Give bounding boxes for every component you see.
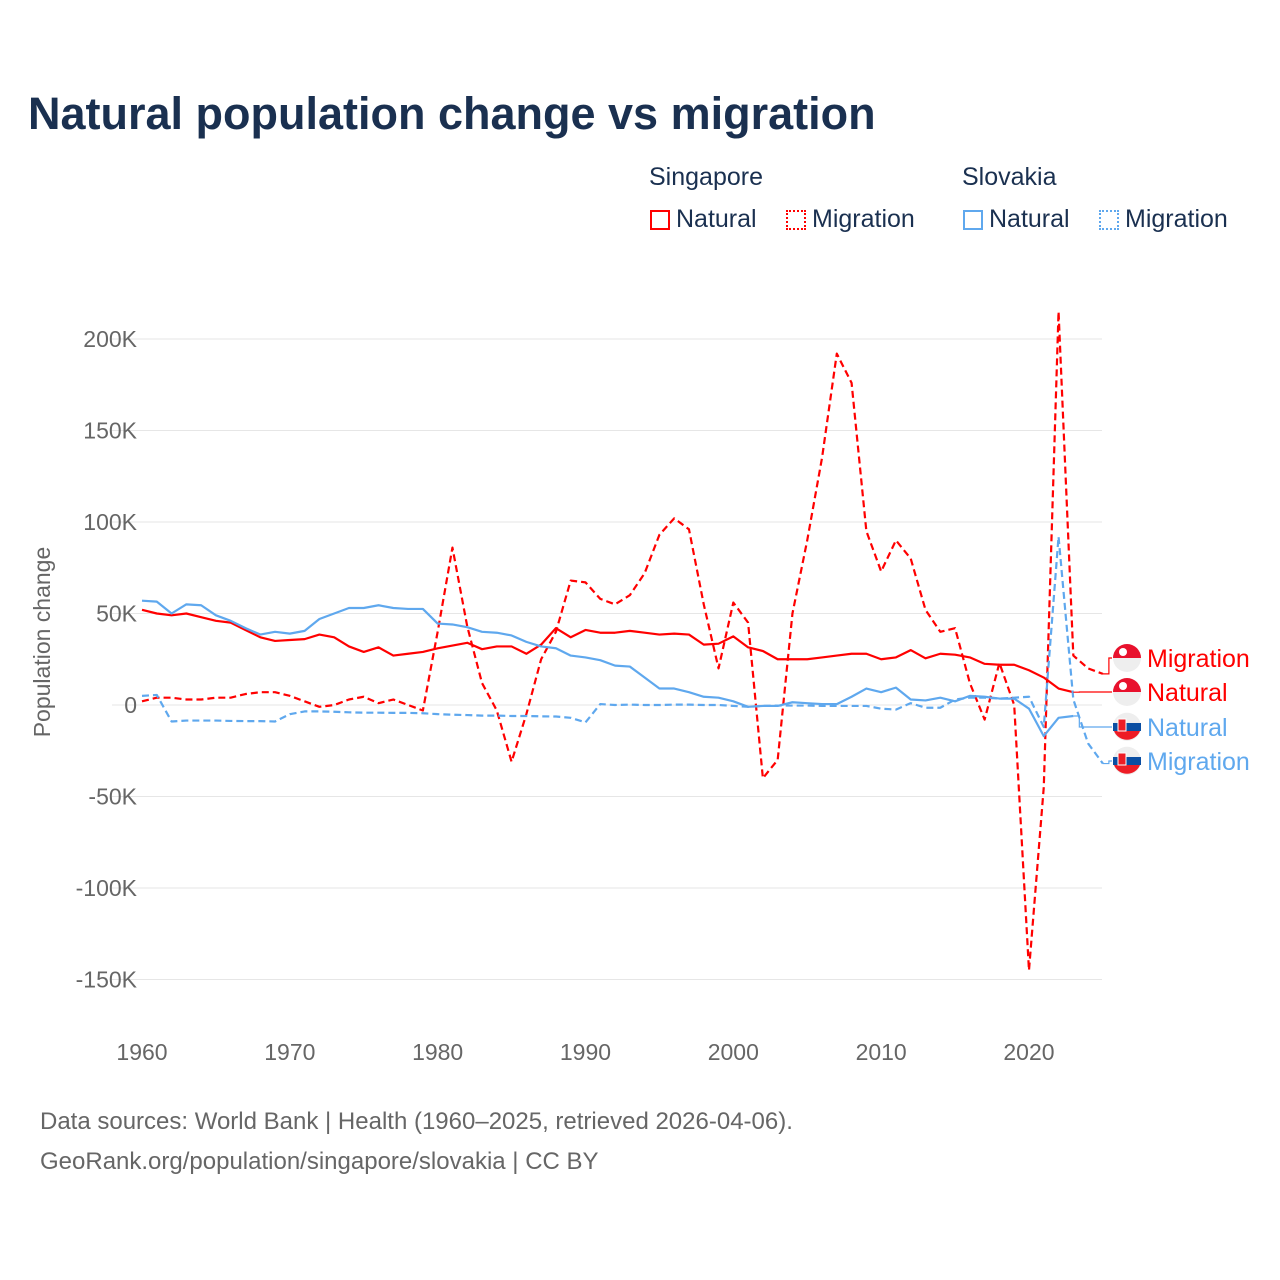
y-tick-label: 0 (124, 692, 137, 718)
end-label-connector (1073, 715, 1112, 728)
flag-blue (1113, 723, 1141, 731)
flag-shield (1117, 752, 1127, 766)
end-label-connector (1102, 760, 1112, 765)
legend-swatch-dotted (786, 209, 806, 230)
x-tick-label: 2000 (708, 1039, 759, 1065)
flag-red-half (1113, 678, 1141, 692)
y-tick-label: 50K (96, 601, 138, 627)
singapore-flag-icon (1113, 678, 1141, 706)
end-label: Migration (1147, 645, 1250, 673)
flag-crescent (1119, 648, 1127, 656)
legend-label: Migration (1125, 205, 1228, 233)
y-tick-label: -150K (76, 967, 138, 993)
flag-red (1114, 765, 1140, 774)
end-label: Migration (1147, 748, 1250, 776)
slovakia-flag-icon (1113, 712, 1141, 741)
flag-crescent (1119, 682, 1127, 690)
singapore-flag-icon (1113, 644, 1141, 672)
flag-red (1114, 731, 1140, 740)
x-tick-label: 2020 (1003, 1039, 1054, 1065)
legend-label: Natural (676, 205, 757, 233)
legend-swatch-solid (650, 209, 670, 230)
legend-item-singapore-migration[interactable]: Migration (786, 205, 915, 234)
legend-label: Migration (812, 205, 915, 233)
end-label-connector (1102, 657, 1112, 675)
series-line-slovakia-natural (141, 599, 1074, 738)
series-line-singapore-natural (141, 608, 1074, 694)
legend-label: Natural (989, 205, 1070, 233)
y-axis-label: Population change (29, 547, 55, 738)
y-tick-label: 200K (83, 326, 137, 352)
legend-swatch-solid (963, 209, 983, 230)
legend-item-singapore-natural[interactable]: Natural (650, 205, 757, 234)
x-tick-label: 2010 (856, 1039, 907, 1065)
y-tick-label: 100K (83, 509, 137, 535)
y-tick-label: -100K (76, 875, 138, 901)
chart-title: Natural population change vs migration (28, 88, 876, 139)
legend-item-slovakia-natural[interactable]: Natural (963, 205, 1070, 234)
source-note: Data sources: World Bank | Health (1960–… (40, 1108, 793, 1135)
y-tick-label: 150K (83, 418, 137, 444)
x-tick-label: 1970 (264, 1039, 315, 1065)
source-link[interactable]: GeoRank.org/population/singapore/slovaki… (40, 1148, 599, 1175)
flag-red-half (1113, 644, 1141, 658)
slovakia-flag-icon (1113, 746, 1141, 775)
series-line-singapore-migration (141, 310, 1104, 972)
y-tick-label: -50K (88, 784, 137, 810)
x-tick-label: 1990 (560, 1039, 611, 1065)
legend-group-singapore: Singapore (649, 163, 763, 191)
flag-shield (1117, 718, 1127, 732)
legend-group-slovakia: Slovakia (962, 163, 1057, 191)
x-tick-label: 1960 (116, 1039, 167, 1065)
flag-blue (1113, 757, 1141, 765)
series-line-slovakia-migration (141, 535, 1104, 765)
end-label: Natural (1147, 714, 1228, 742)
legend-swatch-dotted (1099, 209, 1119, 230)
end-label: Natural (1147, 679, 1228, 707)
x-tick-label: 1980 (412, 1039, 463, 1065)
legend-item-slovakia-migration[interactable]: Migration (1099, 205, 1228, 234)
